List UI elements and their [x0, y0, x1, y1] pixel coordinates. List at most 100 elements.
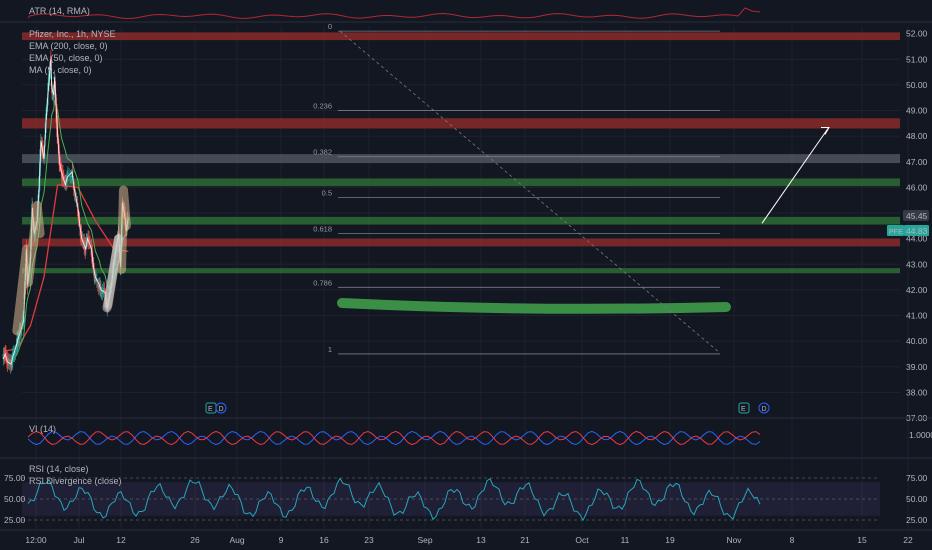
fib-label-0.5: 0.5	[322, 189, 332, 198]
candle-body	[93, 275, 96, 279]
candle-body	[51, 87, 53, 94]
event-markers[interactable]: E D E D	[205, 402, 770, 414]
time-tick-label: 11	[621, 535, 630, 545]
price-tick-label: 46.00	[906, 182, 928, 192]
price-tick-label: 49.00	[906, 106, 928, 116]
candle-body	[100, 293, 103, 295]
dividend-marker-nov[interactable]	[758, 402, 770, 414]
atr-pane	[27, 7, 761, 19]
vi-plus-line	[27, 430, 761, 446]
price-tick-label: 52.00	[906, 29, 928, 39]
earnings-marker-nov[interactable]	[738, 402, 750, 414]
candle-body	[96, 284, 99, 286]
price-tick-label: 43.00	[906, 259, 928, 269]
rsi-tick-right: 25.00	[906, 515, 928, 525]
time-axis: 12:00 Jul 12 26 Aug 9 16 23 Sep 13 21 Oct 11 19 Nov 8 15…	[0, 21, 932, 545]
rsi-tick-right: 75.00	[906, 473, 928, 483]
last-price-value: 45.45	[906, 211, 928, 221]
price-tick-label: 39.00	[906, 362, 928, 372]
price-tick-label: 42.00	[906, 285, 928, 295]
time-tick-label: Jul	[74, 535, 85, 545]
atr-legend[interactable]: ATR (14, RMA)	[29, 6, 90, 16]
candle-body	[66, 172, 69, 174]
candle-body	[101, 290, 104, 294]
swing-highlight-up[interactable]	[12, 200, 45, 336]
price-zones	[22, 32, 900, 274]
price-tick-label: 40.00	[906, 336, 928, 346]
ema200-line	[3, 184, 129, 353]
candle-body	[21, 320, 24, 324]
time-tick-label: Aug	[229, 535, 244, 545]
candle-body	[15, 345, 18, 349]
fibonacci-retracement: 0 0.236 0.382 0.5 0.618 0.786 1	[313, 22, 720, 355]
support-zone	[22, 178, 900, 187]
user-drawings[interactable]	[12, 30, 830, 352]
resistance-zone	[22, 118, 900, 129]
support-zone	[22, 268, 900, 274]
candle-body	[85, 239, 88, 244]
candle-body	[13, 352, 16, 356]
price-tick-label: 38.00	[906, 387, 928, 397]
price-tick-label: 51.00	[906, 54, 928, 64]
fib-label-0.786: 0.786	[313, 278, 332, 287]
dividend-marker-nov-label: D	[762, 406, 767, 413]
candle-body	[8, 360, 11, 365]
time-tick-label: 15	[857, 535, 867, 545]
time-tick-label: 16	[319, 535, 329, 545]
time-tick-label: 26	[190, 535, 200, 545]
resistance-zone	[22, 238, 900, 247]
time-tick-label: 9	[279, 535, 284, 545]
ema200-legend[interactable]: EMA (200, close, 0)	[29, 41, 108, 51]
time-tick-label: 12	[116, 535, 126, 545]
rsi-legend[interactable]: RSI (14, close)	[29, 464, 89, 474]
time-tick-label: 22	[903, 535, 913, 545]
price-tick-label: 47.00	[906, 157, 928, 167]
earnings-marker-nov-label: E	[741, 406, 746, 413]
candle-body	[2, 353, 5, 360]
rsi-tick-left: 25.00	[4, 515, 26, 525]
candle-body	[42, 146, 44, 153]
ticker-badge-bg	[887, 225, 904, 236]
arrow-head	[821, 126, 830, 135]
earnings-marker-aug-label: E	[208, 406, 213, 413]
time-tick-label: Oct	[575, 535, 589, 545]
ticker-price: 44.83	[906, 226, 928, 236]
rsi-divergence-legend[interactable]: RSI Divergence (close)	[29, 476, 122, 486]
ema50-legend[interactable]: EMA (50, close, 0)	[29, 53, 103, 63]
time-tick-label: 21	[520, 535, 530, 545]
candle-body	[94, 277, 97, 279]
price-tick-label: 44.00	[906, 234, 928, 244]
swing-highlight-pale[interactable]	[102, 234, 124, 313]
candle-body	[20, 331, 22, 335]
ma9-legend[interactable]: MA (9, close, 0)	[29, 65, 92, 75]
candle-body	[69, 176, 72, 178]
candle-body	[7, 359, 10, 363]
time-tick-label: 13	[476, 535, 486, 545]
last-price-badge-bg	[903, 210, 929, 221]
trend-line-dashed[interactable]	[339, 30, 719, 352]
dividend-marker-aug[interactable]	[215, 402, 227, 414]
support-curve[interactable]	[337, 298, 731, 314]
vortex-indicator-pane	[27, 430, 761, 446]
ema200-path	[3, 184, 129, 353]
fib-label-0.382: 0.382	[313, 148, 332, 157]
dividend-marker-aug-label: D	[219, 406, 224, 413]
time-tick-label: 19	[665, 535, 675, 545]
candle-body	[14, 350, 17, 354]
last-price-badge: 45.45	[903, 210, 929, 221]
candle-body	[62, 176, 65, 181]
ticker-label: PFE	[889, 229, 903, 236]
fib-label-0: 0	[328, 22, 332, 31]
rsi-tick-left: 75.00	[4, 473, 26, 483]
rsi-line	[27, 477, 761, 522]
price-tick-label: 48.00	[906, 131, 928, 141]
projection-arrow[interactable]	[761, 128, 829, 224]
rsi-tick-right: 50.00	[906, 494, 928, 504]
time-tick-label: 23	[364, 535, 374, 545]
symbol-legend[interactable]: Pfizer, Inc., 1h, NYSE	[29, 29, 116, 39]
candle-body	[89, 242, 91, 243]
candle-body	[97, 284, 100, 289]
fib-label-0.618: 0.618	[313, 225, 332, 234]
vi-legend[interactable]: VI (14)	[29, 424, 56, 434]
